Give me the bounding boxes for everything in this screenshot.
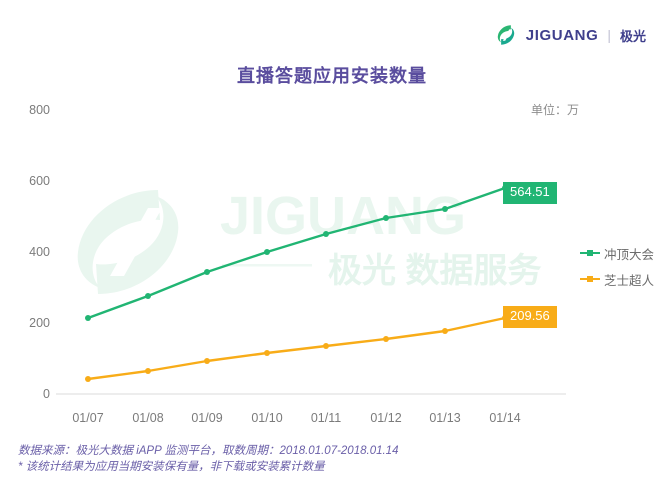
- chart-title: 直播答题应用安装数量: [237, 66, 427, 86]
- y-tick-800: 800: [29, 103, 50, 117]
- brand-separator: |: [607, 27, 611, 43]
- footer-source-line: 数据来源：极光大数据 iAPP 监测平台，取数周期：2018.01.07-201…: [18, 445, 399, 457]
- x-tick-1: 01/08: [132, 411, 164, 425]
- x-tick-5: 01/12: [370, 411, 402, 425]
- y-tick-600: 600: [29, 174, 50, 188]
- y-tick-200: 200: [29, 316, 50, 330]
- footer-notes: 数据来源：极光大数据 iAPP 监测平台，取数周期：2018.01.07-201…: [18, 443, 398, 475]
- legend-marker-green-icon: [580, 247, 600, 259]
- x-tick-6: 01/13: [429, 411, 461, 425]
- x-tick-4: 01/11: [310, 411, 342, 425]
- series-points-green: [85, 185, 508, 321]
- legend-item-zhishi[interactable]: 芝士超人: [580, 266, 654, 292]
- unit-note: 单位：万: [530, 103, 579, 117]
- series-line-orange: [86, 316, 507, 381]
- x-tick-7: 01/14: [489, 411, 521, 425]
- value-badge-orange: 209.56: [503, 306, 557, 328]
- legend-marker-orange-icon: [580, 273, 600, 285]
- chart-canvas: [56, 185, 566, 395]
- y-tick-0: 0: [43, 387, 50, 401]
- x-tick-3: 01/10: [251, 411, 283, 425]
- value-badge-green: 564.51: [503, 182, 557, 204]
- chart-plot-area: 800 600 400 200 0 01/07 01/08 01/09 01/1…: [29, 103, 566, 425]
- chart-legend: 冲顶大会 芝士超人: [580, 240, 654, 292]
- brand-name-en: JIGUANG: [525, 26, 599, 44]
- legend-item-chongding[interactable]: 冲顶大会: [580, 240, 654, 266]
- legend-label-chongding: 冲顶大会: [604, 247, 655, 262]
- x-tick-2: 01/09: [191, 411, 223, 425]
- legend-label-zhishi: 芝士超人: [604, 273, 655, 288]
- y-tick-400: 400: [29, 245, 50, 259]
- brand-name-cn: 极光: [619, 28, 646, 44]
- brand-logo: JIGUANG | 极光: [493, 22, 646, 48]
- series-line-green: [86, 186, 507, 320]
- x-tick-0: 01/07: [72, 411, 104, 425]
- footer-disclaimer-line: * 该统计结果为应用当期安装保有量，非下载或安装累计数量: [18, 461, 325, 473]
- series-points-orange: [85, 315, 508, 382]
- jiguang-logo-icon: [497, 25, 514, 45]
